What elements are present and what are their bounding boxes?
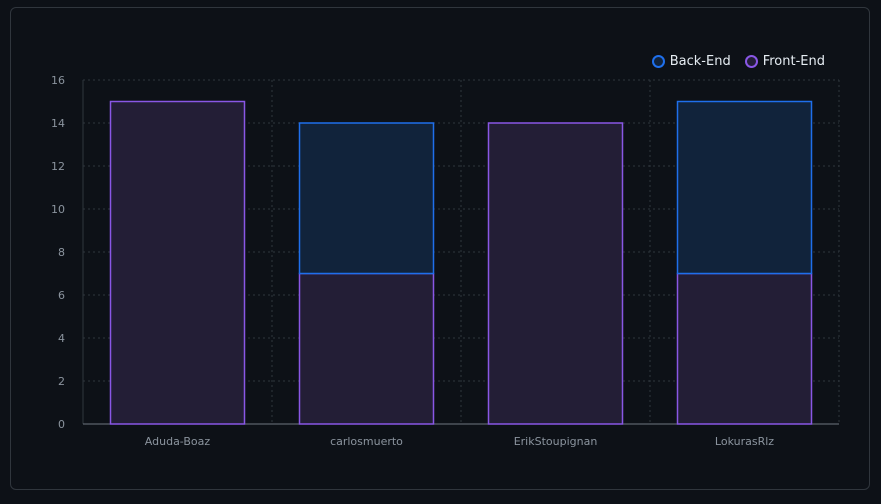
- x-tick-label: carlosmuerto: [330, 435, 403, 448]
- bar-front-end-aduda-boaz: [109, 100, 246, 425]
- y-tick-label: 8: [58, 246, 65, 259]
- y-tick-label: 6: [58, 289, 65, 302]
- legend-item-front-end[interactable]: Front-End: [744, 54, 825, 69]
- y-tick-label: 16: [51, 74, 65, 87]
- x-tick-label: Aduda-Boaz: [145, 435, 211, 448]
- y-tick-label: 4: [58, 332, 65, 345]
- y-tick-label: 12: [51, 160, 65, 173]
- y-tick-label: 2: [58, 375, 65, 388]
- legend-label-front-end: Front-End: [762, 54, 825, 69]
- x-tick-label: LokurasRlz: [715, 435, 774, 448]
- y-tick-label: 0: [58, 418, 65, 431]
- legend-swatch-front-end: [744, 55, 758, 68]
- x-tick-label: ErikStoupignan: [514, 435, 598, 448]
- y-tick-label: 14: [51, 117, 65, 130]
- y-tick-label: 10: [51, 203, 65, 216]
- bar-front-end-erikstoupignan: [487, 122, 624, 425]
- legend-item-back-end[interactable]: Back-End: [651, 54, 731, 69]
- legend-label-back-end: Back-End: [669, 54, 731, 69]
- bar-front-end-carlosmuerto: [298, 272, 435, 425]
- legend-swatch-back-end: [651, 55, 665, 68]
- bar-back-end-lokurasrlz: [676, 100, 813, 275]
- chart-legend: Back-End Front-End: [651, 54, 825, 69]
- bar-front-end-lokurasrlz: [676, 272, 813, 425]
- bar-back-end-carlosmuerto: [298, 122, 435, 275]
